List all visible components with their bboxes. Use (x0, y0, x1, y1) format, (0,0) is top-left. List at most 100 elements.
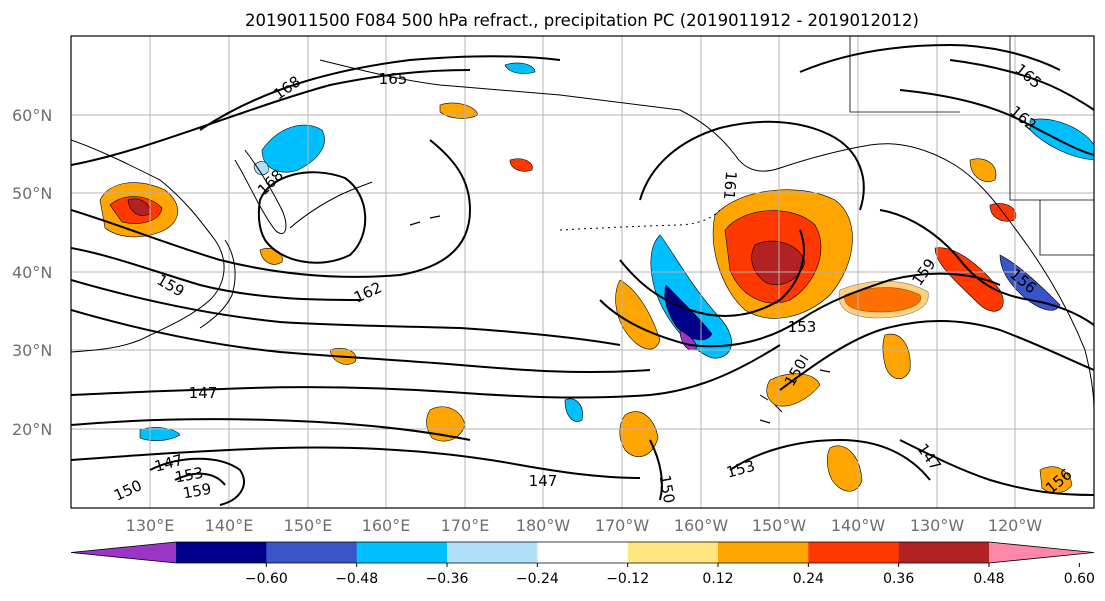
colorbar-tick-label: 0.12 (702, 571, 733, 587)
lon-label: 180°W (516, 516, 571, 535)
colorbar-tick-label: −0.36 (426, 571, 469, 587)
shade-spot-k (509, 158, 533, 172)
colorbar-tick-label: −0.60 (245, 571, 288, 587)
shade-blue-band (650, 234, 732, 359)
lat-label: 40°N (12, 263, 52, 282)
coastlines (71, 59, 1094, 413)
shade-spot-d (882, 333, 911, 380)
lat-label: 50°N (12, 184, 52, 203)
latitude-labels: 60°N 50°N 40°N 30°N 20°N (12, 106, 52, 439)
contour-159 (71, 247, 361, 301)
borders (849, 36, 1094, 256)
shade-spot-c (826, 445, 863, 492)
lat-label: 30°N (12, 341, 52, 360)
contour-168-low (257, 171, 367, 264)
contour-label: 159 (181, 480, 212, 503)
coast-asia (71, 139, 225, 353)
lon-label: 140°E (205, 516, 254, 535)
shade-westcoast-red (934, 247, 1004, 312)
contour-168-n (199, 55, 561, 131)
colorbar-tick-label: 0.60 (1064, 571, 1095, 587)
coast-kuril (289, 181, 373, 229)
lon-label: 120°W (988, 516, 1043, 535)
island-fragments (409, 215, 831, 424)
lon-label: 170°W (595, 516, 650, 535)
contour-162 (71, 139, 472, 278)
shade-blue-band-dark (664, 284, 713, 341)
colorbar-segment (898, 542, 990, 563)
contour-label: 153 (173, 464, 204, 487)
shade-spot-j (504, 62, 536, 74)
colorbar-tick-label: −0.24 (516, 571, 559, 587)
contour-147-s (71, 446, 641, 479)
contour-label: 165 (379, 70, 408, 88)
colorbar-segment (447, 542, 538, 563)
figure-title: 2019011500 F084 500 hPa refract., precip… (245, 11, 919, 30)
colorbar-extend-high (989, 542, 1094, 563)
longitude-labels: 130°E 140°E 150°E 160°E 170°E 180°W 170°… (126, 516, 1043, 535)
coast-alaska (679, 109, 1094, 411)
plot-frame (70, 35, 1095, 509)
colorbar-tick-label: 0.24 (793, 571, 824, 587)
colorbar-tick-label: 0.36 (883, 571, 914, 587)
lon-label: 160°E (362, 516, 411, 535)
contour-east-153 (729, 438, 931, 481)
height-contours (71, 43, 1094, 506)
contour-label: 153 (788, 318, 817, 336)
contour-ne-162 (899, 89, 1094, 156)
colorbar-segment (356, 542, 448, 563)
coast-kamchatka (234, 149, 287, 235)
colorbar-segment (266, 542, 358, 563)
shade-okhotsk-blue (261, 124, 325, 173)
contour-165-n (71, 69, 471, 166)
colorbar-tick-label: −0.48 (335, 571, 378, 587)
lon-label: 130°E (126, 516, 175, 535)
contour-label: 150 (656, 473, 679, 504)
shade-spot-a (426, 406, 466, 442)
colorbar: −0.60 −0.48 −0.36 −0.24 −0.12 0.12 0.24 0.36 0.4… (70, 541, 1095, 587)
colorbar-segment (537, 542, 629, 563)
contour-label: 161 (720, 170, 740, 200)
graticule (71, 36, 1094, 508)
contour-swirl-2 (174, 472, 226, 486)
shade-spot-g (1039, 466, 1073, 494)
contour-south-150 (649, 439, 663, 501)
contour-se-1 (899, 439, 1094, 496)
contour-label: 147 (189, 384, 218, 402)
shade-spot-e (564, 398, 583, 422)
coast-japan (199, 239, 236, 329)
contour-line-a (71, 279, 621, 346)
colorbar-tick-label: −0.12 (606, 571, 649, 587)
colorbar-outline (70, 541, 1095, 564)
colorbar-extend-low (71, 542, 176, 563)
contour-ridge-2 (599, 272, 1001, 348)
lon-label: 130°W (910, 516, 965, 535)
shade-okhotsk-lblue (253, 161, 269, 176)
colorbar-segment (176, 542, 267, 563)
colorbar-segment (808, 542, 900, 563)
lon-label: 140°W (831, 516, 886, 535)
shade-spot-b (619, 411, 659, 458)
contour-label: 147 (529, 472, 558, 490)
shade-gulf-alaska-dark (751, 240, 806, 286)
coast-aleutians (559, 209, 721, 231)
colorbar-segment (718, 542, 809, 563)
contour-east-trough (639, 120, 865, 211)
contour-swirl-1 (149, 457, 245, 506)
contour-north-arc (799, 43, 1061, 73)
lon-label: 160°W (674, 516, 729, 535)
colorbar-segment (627, 542, 719, 563)
contour-east-lower (779, 320, 1094, 391)
coast-hawaii (759, 394, 783, 413)
lon-label: 150°E (284, 516, 333, 535)
contour-ridge-1 (619, 229, 805, 317)
contour-line-b (71, 309, 651, 374)
contour-far-east (879, 209, 1094, 326)
shade-bc-orange (969, 158, 997, 182)
contour-lower-1 (71, 418, 471, 441)
lat-label: 60°N (12, 106, 52, 125)
lon-label: 150°W (752, 516, 807, 535)
colorbar-tick-label: 0.48 (973, 571, 1004, 587)
lon-label: 170°E (441, 516, 490, 535)
